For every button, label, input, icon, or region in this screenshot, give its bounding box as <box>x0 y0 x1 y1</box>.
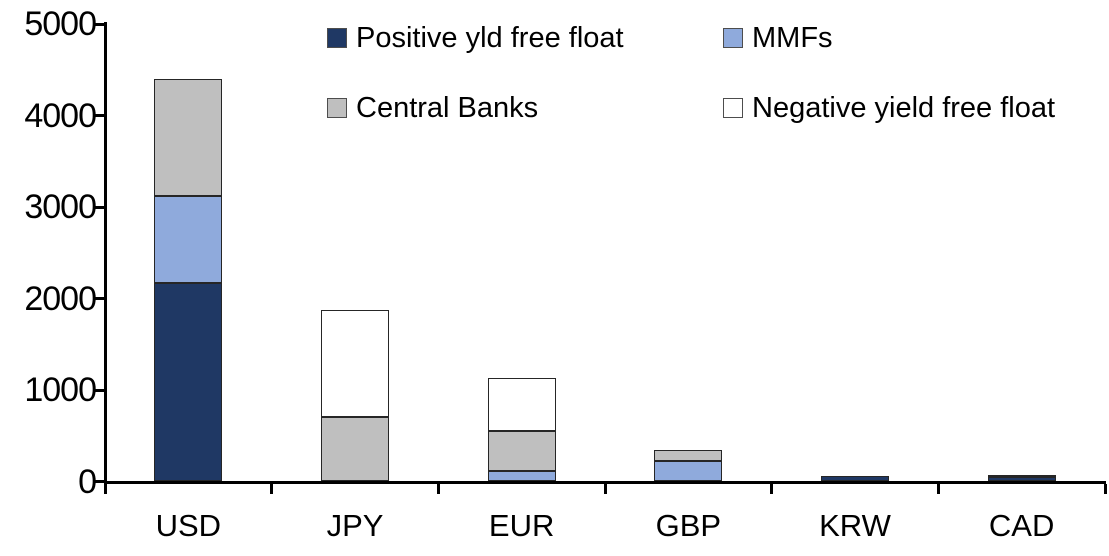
bar-segment-usd-central-banks <box>154 78 223 196</box>
bar-segment-cad-positive-yld-free-float <box>987 477 1056 482</box>
bar-segment-usd-mmfs <box>154 196 223 283</box>
y-axis-line <box>104 22 107 492</box>
legend-swatch-mmfs <box>723 28 743 48</box>
bar-segment-jpy-central-banks <box>321 416 389 482</box>
x-tick-mark <box>103 484 107 494</box>
bar-segment-eur-negative-yield-free-float <box>487 378 556 432</box>
bar-segment-jpy-negative-yield-free-float <box>321 310 389 417</box>
legend-label: Positive yld free float <box>356 22 624 54</box>
bar-segment-eur-central-banks <box>487 431 556 472</box>
legend-label: Central Banks <box>356 92 539 124</box>
bar-segment-gbp-mmfs <box>654 461 723 482</box>
y-tick-mark <box>93 205 105 209</box>
x-category-label-krw: KRW <box>819 508 891 543</box>
bar-segment-cad-central-banks <box>987 474 1056 478</box>
y-tick-label: 4000 <box>24 96 97 135</box>
legend-item-negative-yield-free-float: Negative yield free float <box>723 92 1055 124</box>
y-tick-label: 2000 <box>24 279 97 318</box>
x-category-label-usd: USD <box>155 508 222 543</box>
legend-label: Negative yield free float <box>752 92 1056 124</box>
x-category-label-jpy: JPY <box>326 508 384 543</box>
y-tick-label: 3000 <box>24 188 97 226</box>
y-tick-mark <box>93 114 105 117</box>
y-tick-label: 5000 <box>24 5 97 43</box>
x-category-label-gbp: GBP <box>655 508 722 543</box>
legend-item-mmfs: MMFs <box>723 22 833 54</box>
y-tick-label: 0 <box>78 462 97 501</box>
legend-swatch-negative-yield-free-float <box>723 98 743 118</box>
legend-swatch-central-banks <box>327 98 347 118</box>
x-tick-mark <box>936 484 940 494</box>
x-tick-mark <box>436 484 440 494</box>
y-tick-mark <box>93 22 105 26</box>
legend-item-central-banks: Central Banks <box>327 92 538 124</box>
y-tick-mark <box>93 388 105 392</box>
bar-segment-eur-mmfs <box>487 471 556 482</box>
x-tick-mark <box>770 484 774 494</box>
bar-segment-gbp-central-banks <box>654 450 723 462</box>
x-axis-line <box>104 481 1106 484</box>
x-tick-mark <box>1103 484 1107 494</box>
x-category-label-eur: EUR <box>488 508 555 543</box>
bar-segment-usd-positive-yld-free-float <box>154 282 223 482</box>
x-tick-mark <box>270 484 274 494</box>
legend-swatch-positive-yld-free-float <box>327 28 347 48</box>
legend-label: MMFs <box>752 22 833 54</box>
x-tick-mark <box>603 484 607 494</box>
bar-segment-krw-positive-yld-free-float <box>821 476 889 482</box>
y-tick-mark <box>93 480 105 483</box>
legend-item-positive-yld-free-float: Positive yld free float <box>327 22 624 54</box>
x-category-label-cad: CAD <box>988 508 1055 543</box>
y-tick-mark <box>93 297 105 300</box>
y-tick-label: 1000 <box>24 371 97 409</box>
